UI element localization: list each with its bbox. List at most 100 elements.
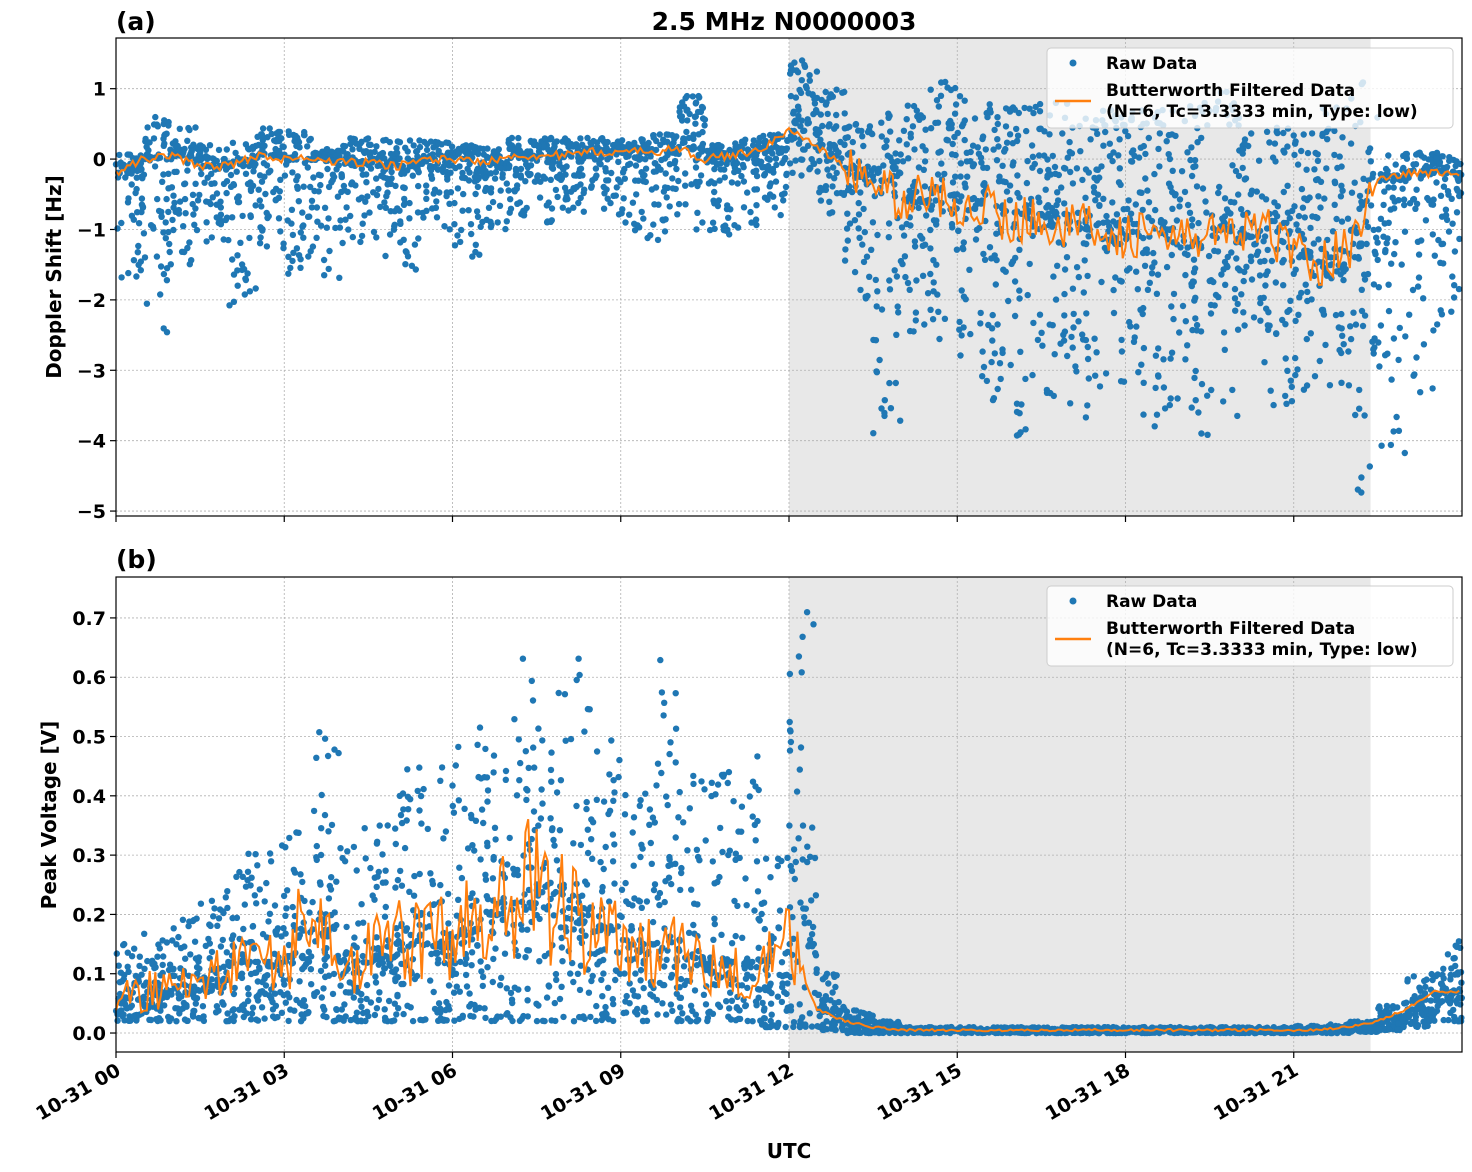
raw-data-point [1163,263,1171,271]
raw-data-point [483,774,491,781]
raw-data-point [1092,197,1099,204]
raw-data-point [666,853,673,861]
raw-data-point [715,1001,722,1008]
raw-data-point [455,150,462,157]
raw-data-point [1271,217,1278,225]
raw-data-point [747,208,754,216]
raw-data-point [570,204,577,211]
raw-data-point [261,173,268,180]
raw-data-point [958,193,965,200]
raw-data-point [583,152,591,160]
raw-data-point [1430,196,1437,203]
raw-data-point [1392,239,1399,246]
raw-data-point [512,172,519,179]
raw-data-point [924,290,932,297]
raw-data-point [1036,167,1044,175]
raw-data-point [1103,212,1110,220]
raw-data-point [822,88,829,96]
raw-data-point [1075,318,1082,325]
raw-data-point [470,1013,477,1020]
raw-data-point [154,953,161,960]
raw-data-point [155,1017,162,1024]
raw-data-point [715,141,723,149]
raw-data-point [282,844,289,851]
raw-data-point [690,921,697,929]
raw-data-point [189,191,197,198]
raw-data-point [472,190,479,198]
raw-data-point [293,177,300,184]
raw-data-point [308,981,315,988]
raw-data-point [893,331,900,338]
raw-data-point [1172,191,1179,198]
raw-data-point [301,963,308,970]
raw-data-point [609,858,617,865]
raw-data-point [826,198,833,205]
raw-data-point [552,970,560,978]
raw-data-point [502,225,509,233]
raw-data-point [190,916,197,924]
raw-data-point [186,239,193,246]
raw-data-point [163,130,170,137]
raw-data-point [134,249,141,256]
raw-data-point [1195,219,1202,227]
raw-data-point [300,1015,307,1022]
raw-data-point [198,145,205,152]
raw-data-point [1442,206,1450,213]
raw-data-point [203,219,210,226]
raw-data-point [584,912,592,919]
raw-data-point [1153,411,1161,418]
raw-data-point [1429,231,1437,238]
raw-data-point [1375,226,1382,233]
raw-data-point [887,128,894,135]
raw-data-point [1291,151,1298,159]
raw-data-point [304,143,311,150]
raw-data-point [1128,158,1135,165]
raw-data-point [1345,348,1352,355]
raw-data-point [1271,209,1279,217]
raw-data-point [251,163,258,170]
raw-data-point [484,787,492,794]
raw-data-point [1181,188,1189,196]
raw-data-point [1046,321,1053,328]
raw-data-point [684,1015,691,1022]
raw-data-point [1336,346,1343,354]
raw-data-point [596,157,603,164]
raw-data-point [1239,146,1247,153]
raw-data-point [603,1010,610,1018]
raw-data-point [141,254,149,261]
raw-data-point [483,185,490,192]
raw-data-point [1361,412,1368,419]
raw-data-point [1102,128,1109,136]
raw-data-point [1234,412,1241,420]
raw-data-point [313,234,320,241]
raw-data-point [578,154,585,161]
raw-data-point [454,232,461,239]
raw-data-point [1188,172,1196,180]
raw-data-point [892,379,899,387]
raw-data-point [409,172,416,179]
raw-data-point [610,777,617,784]
raw-data-point [373,143,380,150]
raw-data-point [204,174,211,181]
raw-data-point [675,200,683,208]
raw-data-point [855,211,863,218]
raw-data-point [160,953,167,960]
raw-data-point [490,148,498,155]
raw-data-point [1436,160,1443,168]
raw-data-point [246,288,254,295]
raw-data-point [449,782,456,789]
raw-data-point [702,1001,710,1008]
raw-data-point [503,180,510,187]
raw-data-point [381,1014,389,1021]
raw-data-point [1272,279,1280,286]
raw-data-point [588,836,595,843]
raw-data-point [898,224,906,231]
raw-data-point [1199,185,1207,192]
raw-data-point [1354,486,1362,493]
raw-data-point [841,141,848,148]
raw-data-point [1061,312,1068,319]
raw-data-point [1042,186,1049,193]
raw-data-point [472,241,479,248]
raw-data-point [551,999,558,1007]
raw-data-point [620,1009,627,1017]
